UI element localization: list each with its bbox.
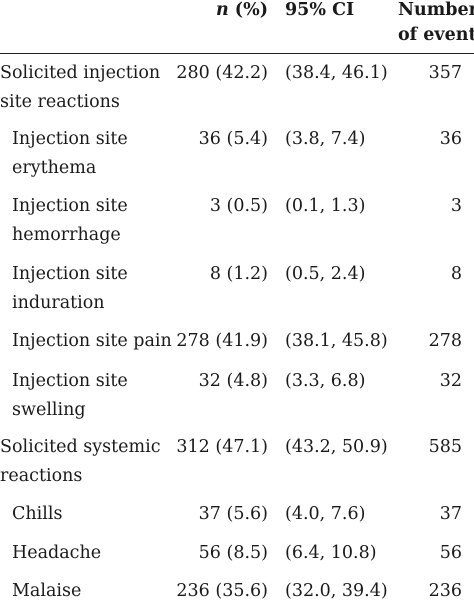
row-ci: (38.4, 46.1) <box>285 63 388 83</box>
header-events-line1: Number <box>398 0 474 20</box>
row-ci: (43.2, 50.9) <box>285 437 388 457</box>
row-events: 32 <box>439 371 462 391</box>
row-events: 37 <box>439 504 462 524</box>
row-label: Injection site pain <box>12 331 172 351</box>
row-label: Solicited systemic <box>0 437 161 457</box>
row-ci: (0.5, 2.4) <box>285 264 366 284</box>
row-n-percent: 236 (35.6) <box>176 581 268 601</box>
row-n-percent: 312 (47.1) <box>176 437 268 457</box>
row-label: induration <box>12 293 105 313</box>
row-n-percent: 56 (8.5) <box>198 543 268 563</box>
row-label: Solicited injection <box>0 63 161 83</box>
row-events: 3 <box>450 196 462 216</box>
row-label: swelling <box>12 400 86 420</box>
row-ci: (38.1, 45.8) <box>285 331 388 351</box>
row-label: Injection site <box>12 371 128 391</box>
row-ci: (4.0, 7.6) <box>285 504 366 524</box>
row-ci: (32.0, 39.4) <box>285 581 388 601</box>
row-ci: (3.8, 7.4) <box>285 129 366 149</box>
row-label: hemorrhage <box>12 225 121 245</box>
row-events: 278 <box>428 331 462 351</box>
row-events: 56 <box>439 543 462 563</box>
row-ci: (6.4, 10.8) <box>285 543 377 563</box>
row-ci: (0.1, 1.3) <box>285 196 366 216</box>
header-events-line2: of events <box>398 25 474 45</box>
row-n-percent: 8 (1.2) <box>209 264 268 284</box>
row-label: Injection site <box>12 196 128 216</box>
row-events: 357 <box>428 63 462 83</box>
row-n-percent: 280 (42.2) <box>176 63 268 83</box>
row-events: 585 <box>428 437 462 457</box>
row-n-percent: 32 (4.8) <box>198 371 268 391</box>
row-label: erythema <box>12 158 97 178</box>
row-label: Headache <box>12 543 102 563</box>
row-label: site reactions <box>0 92 120 112</box>
row-label: reactions <box>0 466 83 486</box>
row-label: Malaise <box>12 581 82 601</box>
header-n-percent: n (%) <box>215 0 268 20</box>
row-n-percent: 37 (5.6) <box>198 504 268 524</box>
row-n-percent: 3 (0.5) <box>209 196 268 216</box>
row-n-percent: 36 (5.4) <box>198 129 268 149</box>
row-events: 36 <box>439 129 462 149</box>
row-events: 8 <box>450 264 462 284</box>
row-ci: (3.3, 6.8) <box>285 371 366 391</box>
row-label: Injection site <box>12 264 128 284</box>
row-label: Injection site <box>12 129 128 149</box>
header-ci: 95% CI <box>285 0 355 20</box>
row-events: 236 <box>428 581 462 601</box>
header-rule <box>0 53 474 54</box>
row-label: Chills <box>12 504 63 524</box>
row-n-percent: 278 (41.9) <box>176 331 268 351</box>
